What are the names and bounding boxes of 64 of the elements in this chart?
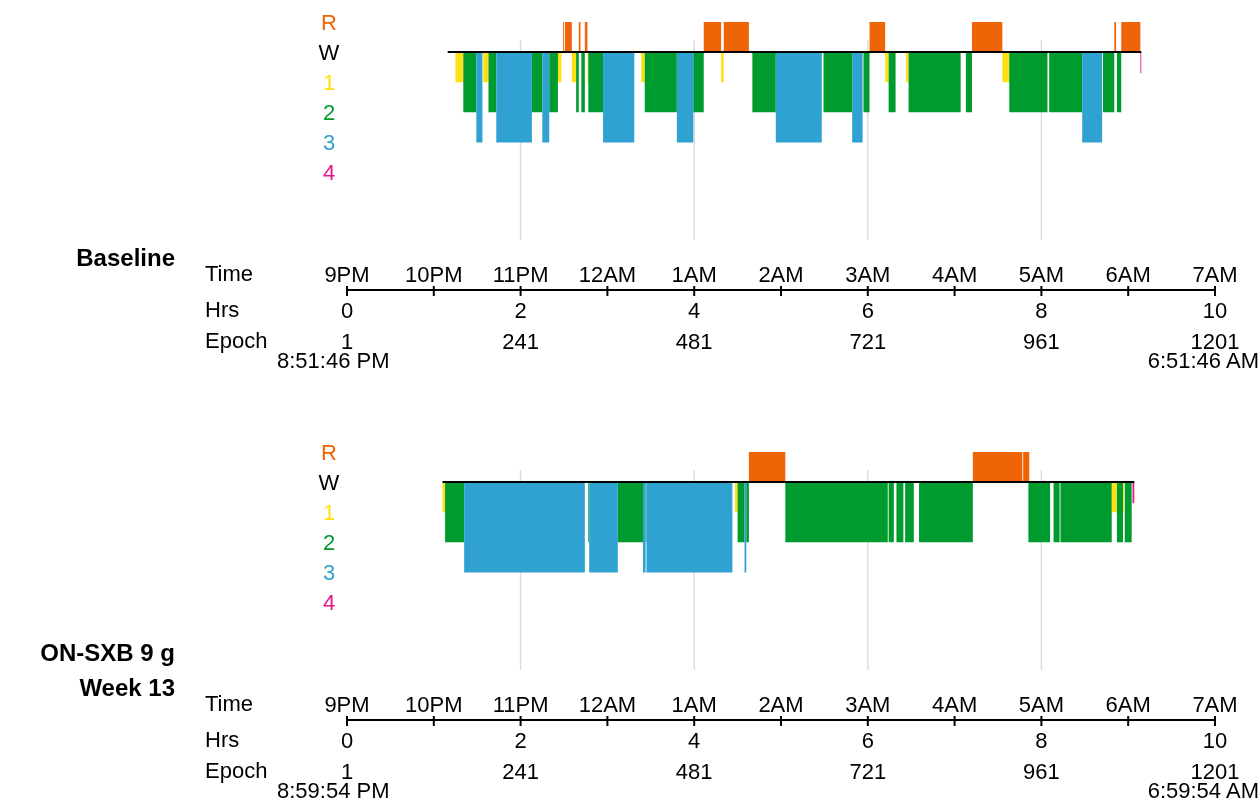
- y-tick-label: 2: [322, 529, 336, 555]
- x2-tick-label: 961: [1023, 759, 1060, 784]
- y-tick-label: 1: [322, 69, 336, 95]
- text: 8:59:54 PM: [277, 778, 390, 804]
- text: ON-SXB 9 g Week 13: [39, 638, 175, 703]
- x2-tick-label: 721: [849, 329, 887, 354]
- y-tick-label: R: [321, 9, 337, 35]
- x2-axis-title: Epoch: [205, 328, 268, 354]
- x-tick-label: 6: [861, 298, 874, 323]
- y-tick-label: 3: [322, 559, 336, 585]
- x-tick-label: 6: [861, 728, 874, 753]
- annotation: 10PM: [405, 692, 463, 717]
- annotation: 5AM: [1018, 262, 1065, 287]
- x-tick-label: 2: [514, 298, 527, 323]
- y-tick-label: 3: [322, 129, 336, 155]
- annotation: 6AM: [1105, 262, 1151, 287]
- x-tick-label: 0: [340, 298, 354, 323]
- y-tick-label: 2: [322, 99, 336, 125]
- x2-tick-label: 241: [502, 759, 539, 784]
- annotation: 3AM: [845, 692, 891, 717]
- annotation: 7AM: [1192, 692, 1238, 717]
- x2-tick-label: 721: [849, 759, 887, 784]
- annotation: 4AM: [931, 692, 978, 717]
- text: 8:51:46 PM: [277, 348, 390, 374]
- x2-axis-title: Epoch: [205, 758, 268, 784]
- x-tick-label: 2: [514, 728, 527, 753]
- x2-tick-label: 481: [675, 329, 713, 354]
- y-tick-label: W: [318, 39, 340, 65]
- annotation: 7AM: [1192, 262, 1238, 287]
- x2-tick-label: 241: [502, 329, 539, 354]
- annotation: 4AM: [931, 262, 978, 287]
- text: Time: [205, 691, 254, 717]
- y-tick-label: 4: [322, 160, 336, 186]
- x-tick-label: 8: [1035, 728, 1048, 753]
- y-tick-label: 1: [322, 499, 336, 525]
- annotation: 5AM: [1018, 692, 1065, 717]
- x-tick-label: 10: [1202, 298, 1228, 323]
- x-axis-title: Hrs: [205, 727, 240, 753]
- annotation: 1AM: [671, 262, 717, 287]
- x2-tick-label: 961: [1023, 329, 1060, 354]
- x2-tick-label: 481: [675, 759, 713, 784]
- text: Time: [205, 261, 254, 287]
- x-tick-label: 10: [1202, 728, 1228, 753]
- y-tick-label: 4: [322, 590, 336, 616]
- x-tick-label: 0: [340, 728, 354, 753]
- annotation: 3AM: [845, 262, 891, 287]
- annotation: 9PM: [324, 692, 370, 717]
- annotation: 12AM: [578, 262, 637, 287]
- annotation: 11PM: [492, 262, 549, 287]
- x-tick-label: 4: [688, 728, 701, 753]
- annotation: 10PM: [405, 262, 463, 287]
- x-tick-label: 4: [688, 298, 701, 323]
- annotation: 6AM: [1105, 692, 1151, 717]
- x-tick-label: 8: [1035, 298, 1048, 323]
- annotation: 2AM: [758, 262, 804, 287]
- annotation: 9PM: [324, 262, 370, 287]
- annotation: 1AM: [671, 692, 717, 717]
- y-tick-label: R: [321, 439, 337, 465]
- annotation: 2AM: [758, 692, 804, 717]
- y-tick-label: W: [318, 469, 340, 495]
- text: Baseline: [75, 243, 175, 273]
- annotation: 11PM: [492, 692, 549, 717]
- annotation: 12AM: [578, 692, 637, 717]
- x-axis-title: Hrs: [205, 297, 240, 323]
